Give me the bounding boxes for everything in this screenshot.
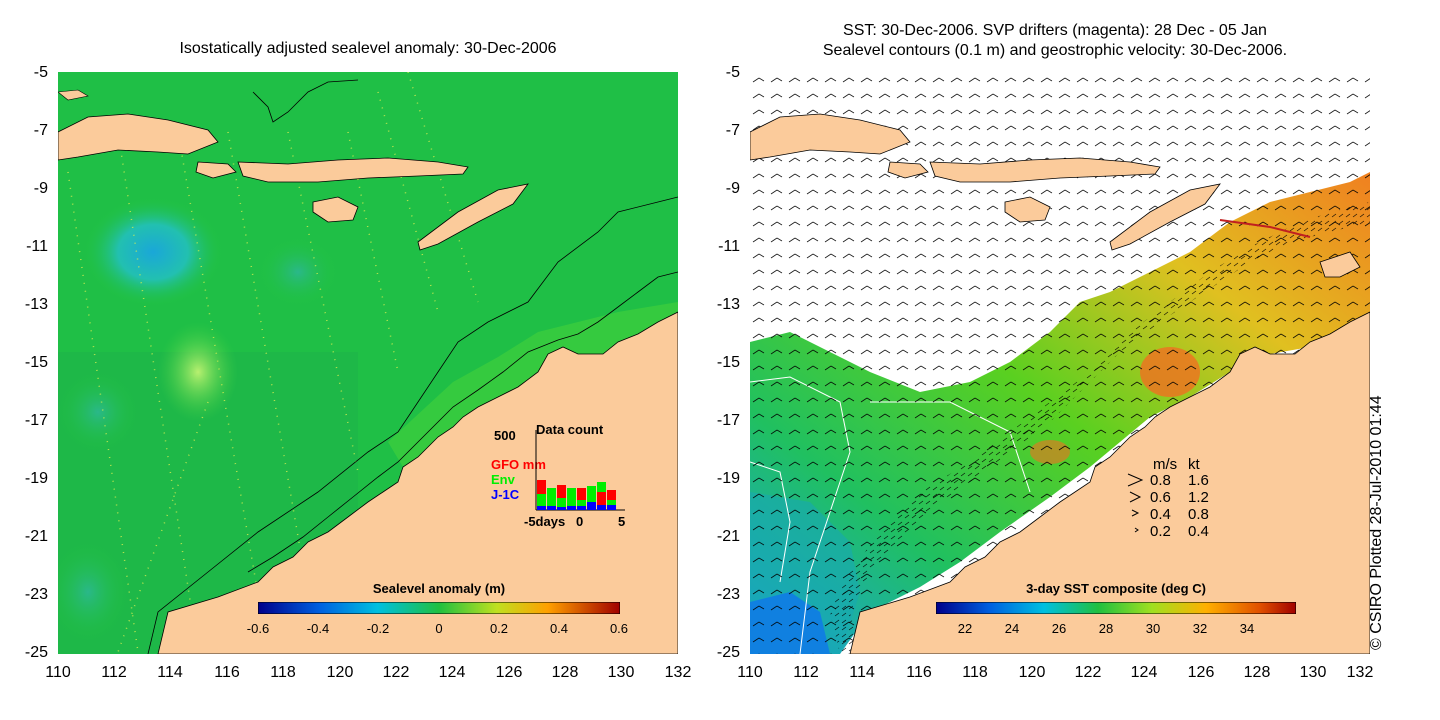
y-tick-label: -5 <box>33 64 48 81</box>
velocity-key-kt: 1.6 <box>1188 472 1209 489</box>
y-tick-label: -25 <box>24 644 48 661</box>
x-tick-label: 128 <box>551 664 579 681</box>
sst-colorbar <box>936 602 1296 614</box>
x-tick-label: 122 <box>382 664 410 681</box>
x-tick-label: 118 <box>962 664 988 681</box>
x-tick-label: 122 <box>1074 664 1102 681</box>
y-tick-label: -23 <box>24 586 48 603</box>
x-tick-label: 120 <box>1018 664 1046 681</box>
y-tick-label: -25 <box>716 644 740 661</box>
colorbar-label: 0.2 <box>489 621 509 636</box>
colorbar-label: 24 <box>1004 621 1020 636</box>
colorbar-label: 34 <box>1239 621 1255 636</box>
x-tick-label: 132 <box>1346 664 1374 681</box>
sealevel-colorbar-title: Sealevel anomaly (m) <box>372 581 506 596</box>
colorbar-label: 28 <box>1098 621 1114 636</box>
colorbar-label: 0 <box>435 621 443 636</box>
colorbar-label: 22 <box>957 621 973 636</box>
x-tick-label: 112 <box>793 664 819 681</box>
x-tick-label: 126 <box>495 664 523 681</box>
sst-velocity-map <box>750 72 1370 654</box>
velocity-key-ms: 0.6 <box>1150 489 1171 506</box>
y-tick-label: -5 <box>725 64 740 81</box>
velocity-key-ms: 0.8 <box>1150 472 1171 489</box>
y-tick-label: -7 <box>725 122 740 139</box>
y-tick-label: -17 <box>24 412 48 429</box>
velocity-key-kt: 0.8 <box>1188 506 1209 523</box>
colorbar-label: -0.6 <box>246 621 270 636</box>
y-tick-label: -17 <box>716 412 740 429</box>
data-count-title: Data count <box>536 422 604 437</box>
y-tick-label: -9 <box>33 180 48 197</box>
data-count-legend-env: Env <box>491 472 515 487</box>
x-tick-label: 128 <box>1243 664 1271 681</box>
data-count-ymax: 500 <box>494 428 516 443</box>
y-tick-label: -21 <box>716 528 740 545</box>
y-tick-label: -15 <box>716 354 740 371</box>
x-tick-label: 132 <box>664 664 692 681</box>
x-tick-label: 118 <box>270 664 296 681</box>
data-count-xlabel-mid: 0 <box>576 514 584 529</box>
x-tick-label: 124 <box>438 664 466 681</box>
data-count-legend-j1c: J-1C <box>491 487 520 502</box>
y-tick-label: -7 <box>33 122 48 139</box>
y-tick-label: -19 <box>24 470 48 487</box>
data-count-xlabel-end: 5 <box>618 514 626 529</box>
x-tick-label: 120 <box>326 664 354 681</box>
copyright-text: © CSIRO Plotted 28-Jul-2010 01:44 <box>1368 395 1385 650</box>
sealevel-anomaly-map <box>58 72 678 654</box>
velocity-key-header-kt: kt <box>1188 456 1200 473</box>
x-tick-label: 114 <box>157 664 183 681</box>
y-tick-label: -13 <box>716 296 740 313</box>
data-count-histogram <box>535 430 625 511</box>
x-tick-label: 124 <box>1130 664 1158 681</box>
colorbar-label: 30 <box>1145 621 1161 636</box>
sst-colorbar-title: 3-day SST composite (deg C) <box>1026 581 1206 596</box>
y-tick-label: -11 <box>718 238 740 255</box>
y-tick-label: -15 <box>24 354 48 371</box>
colorbar-label: 26 <box>1051 621 1067 636</box>
x-tick-label: 130 <box>607 664 635 681</box>
velocity-key-ms: 0.2 <box>1150 523 1171 540</box>
x-tick-label: 112 <box>101 664 127 681</box>
colorbar-label: 0.4 <box>549 621 569 636</box>
y-tick-label: -23 <box>716 586 740 603</box>
velocity-key-header-ms: m/s <box>1153 456 1178 473</box>
velocity-key-kt: 0.4 <box>1188 523 1209 540</box>
x-tick-label: 116 <box>906 664 932 681</box>
x-tick-label: 116 <box>214 664 240 681</box>
sealevel-colorbar <box>258 602 620 614</box>
y-tick-label: -11 <box>26 238 48 255</box>
x-tick-label: 110 <box>45 664 71 681</box>
colorbar-label: 32 <box>1192 621 1208 636</box>
data-count-xlabel-start: -5days <box>524 514 566 529</box>
colorbar-label: -0.2 <box>366 621 390 636</box>
velocity-key-arrows <box>1127 473 1144 533</box>
right-map-title-line1: SST: 30-Dec-2006. SVP drifters (magenta)… <box>843 22 1267 39</box>
y-tick-label: -13 <box>24 296 48 313</box>
x-tick-label: 126 <box>1187 664 1215 681</box>
x-tick-label: 110 <box>737 664 763 681</box>
right-map-title-line2: Sealevel contours (0.1 m) and geostrophi… <box>822 42 1288 59</box>
colorbar-label: -0.4 <box>306 621 330 636</box>
velocity-key-kt: 1.2 <box>1188 489 1209 506</box>
velocity-key-ms: 0.4 <box>1150 506 1171 523</box>
left-map-title: Isostatically adjusted sealevel anomaly:… <box>179 40 557 57</box>
y-tick-label: -21 <box>24 528 48 545</box>
y-tick-label: -9 <box>725 180 740 197</box>
y-tick-label: -19 <box>716 470 740 487</box>
x-tick-label: 130 <box>1299 664 1327 681</box>
x-tick-label: 114 <box>849 664 875 681</box>
data-count-legend-gfo: GFO mm <box>491 457 546 472</box>
colorbar-label: 0.6 <box>609 621 629 636</box>
